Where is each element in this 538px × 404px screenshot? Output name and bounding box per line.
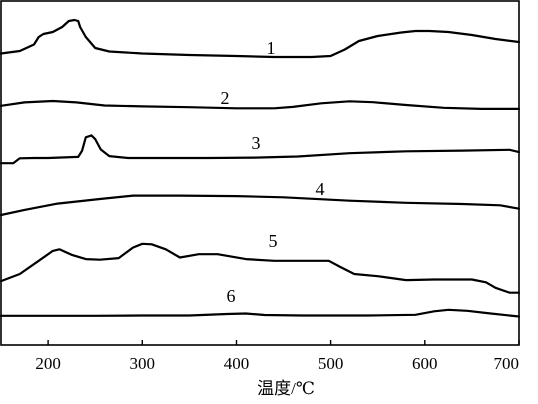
x-tick-label-200: 200 bbox=[35, 354, 61, 373]
x-tick-label-300: 300 bbox=[130, 354, 156, 373]
curves-layer bbox=[0, 18, 521, 318]
series-4-line bbox=[0, 194, 521, 217]
series-6-line bbox=[0, 308, 521, 318]
plot-frame bbox=[0, 0, 520, 346]
x-axis-label: 温度/℃ bbox=[257, 379, 315, 398]
curve-labels-layer: 1 2 3 4 5 6 bbox=[221, 38, 325, 306]
x-tick-label-400: 400 bbox=[224, 354, 250, 373]
series-6-label: 6 bbox=[227, 286, 236, 306]
x-tick-label-600: 600 bbox=[412, 354, 438, 373]
series-2-label: 2 bbox=[221, 88, 230, 108]
series-1-label: 1 bbox=[267, 38, 276, 58]
series-1-line bbox=[0, 18, 521, 59]
x-tick-label-700: 700 bbox=[494, 354, 520, 373]
series-5-label: 5 bbox=[269, 231, 278, 251]
x-tick-label-500: 500 bbox=[318, 354, 344, 373]
x-axis-ticks: 200 300 400 500 600 700 bbox=[35, 340, 520, 373]
series-3-line bbox=[0, 134, 521, 165]
series-5-line bbox=[0, 242, 521, 294]
series-3-label: 3 bbox=[252, 133, 261, 153]
series-2-line bbox=[0, 99, 521, 111]
series-4-label: 4 bbox=[316, 179, 325, 199]
